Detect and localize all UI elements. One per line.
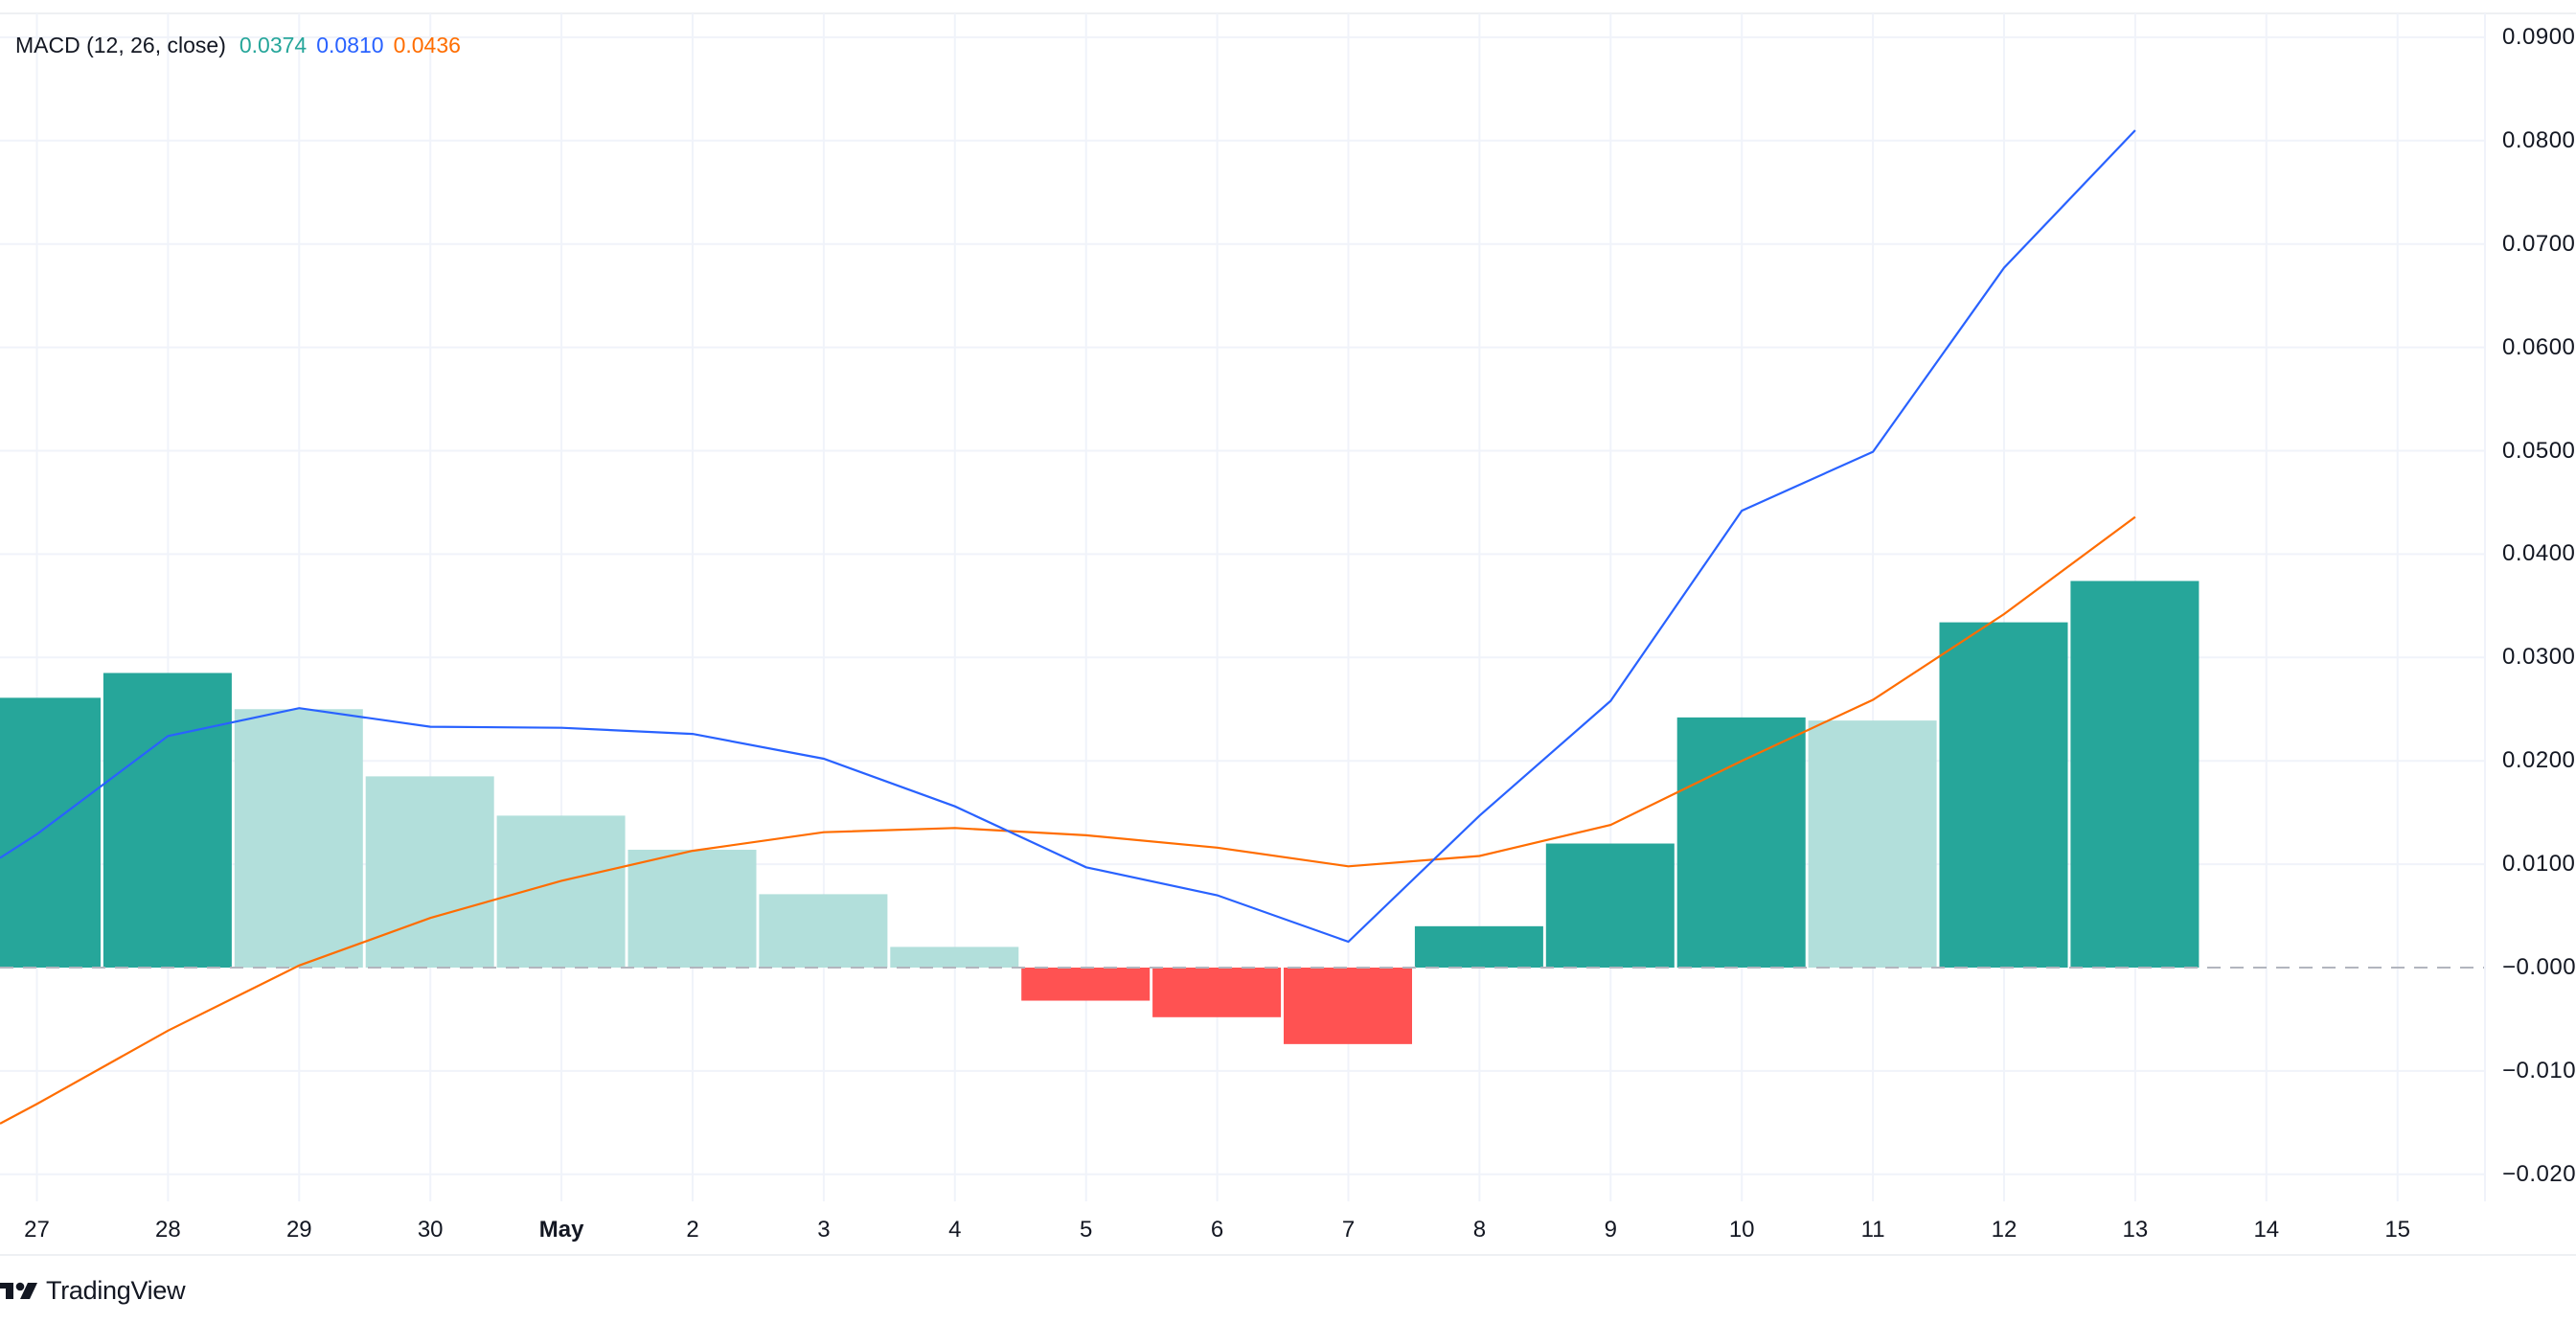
time-axis-label: 9 — [1604, 1217, 1617, 1243]
histogram-bar — [234, 709, 363, 968]
time-axis-label: 27 — [24, 1217, 50, 1243]
histogram-bar — [1676, 717, 1806, 968]
histogram-bar — [1152, 968, 1282, 1017]
price-axis-label: 0.0500 — [2502, 437, 2576, 464]
time-axis-label: 3 — [817, 1217, 831, 1243]
logo-text: TradingView — [46, 1275, 186, 1305]
histogram-bar — [365, 776, 494, 968]
histogram-bar — [2070, 581, 2200, 968]
time-axis-label: 6 — [1210, 1217, 1224, 1243]
histogram-bar — [627, 849, 757, 968]
histogram-bar — [496, 815, 626, 968]
histogram-bar — [0, 697, 101, 968]
signal-value: 0.0436 — [393, 33, 461, 57]
price-axis-label: 0.0100 — [2502, 851, 2576, 878]
tradingview-logo-icon — [0, 1282, 37, 1299]
time-axis-label: 15 — [2384, 1217, 2411, 1243]
time-axis-label: 10 — [1728, 1217, 1755, 1243]
price-axis-label: −0.0000 — [2502, 954, 2576, 980]
time-axis-label: 14 — [2253, 1217, 2280, 1243]
indicator-label[interactable]: MACD (12, 26, close) — [15, 33, 226, 57]
time-axis-label: 8 — [1472, 1217, 1487, 1243]
macd-value: 0.0810 — [316, 33, 384, 57]
time-axis-label: 5 — [1080, 1217, 1093, 1243]
tradingview-logo[interactable]: TradingView — [0, 1274, 186, 1307]
time-axis-label: 11 — [1860, 1217, 1885, 1243]
histogram-bar — [1021, 968, 1151, 1001]
time-axis-label: 2 — [686, 1217, 699, 1243]
time-axis-label: 29 — [285, 1217, 312, 1243]
price-axis-label: 0.0900 — [2502, 23, 2576, 50]
price-axis-label: 0.0300 — [2502, 644, 2576, 671]
vertical-gridlines — [35, 13, 2399, 1201]
price-axis-label: 0.0800 — [2502, 126, 2576, 153]
macd-histogram — [0, 581, 2200, 1044]
histogram-bar — [103, 673, 232, 968]
histogram-bar — [1939, 622, 2068, 968]
histogram-bar — [1414, 925, 1543, 968]
histogram-bar — [890, 947, 1019, 968]
histogram-bar — [1545, 843, 1675, 968]
price-axis-label: 0.0400 — [2502, 540, 2576, 567]
price-axis-label: 0.0600 — [2502, 333, 2576, 360]
indicator-legend[interactable]: MACD (12, 26, close) 0.0374 0.0810 0.0436 — [15, 29, 470, 61]
histogram-bar — [759, 894, 888, 968]
price-axis-label: −0.0100 — [2502, 1057, 2576, 1083]
price-axis-label: 0.0700 — [2502, 230, 2576, 257]
time-axis-label: 4 — [948, 1217, 962, 1243]
time-axis-label: 7 — [1341, 1217, 1356, 1243]
signal-line — [0, 515, 2136, 1125]
histogram-value: 0.0374 — [239, 33, 308, 57]
price-axis-label: 0.0200 — [2502, 747, 2576, 774]
time-axis-label: 30 — [417, 1217, 444, 1243]
time-axis-label: 12 — [1991, 1217, 2017, 1243]
horizontal-gridlines — [0, 35, 2484, 1175]
histogram-bar — [1808, 720, 1937, 968]
histogram-bar — [1284, 968, 1412, 1044]
time-axis-separator — [0, 1254, 2576, 1256]
time-axis-label: May — [538, 1217, 584, 1243]
macd-line — [0, 129, 2136, 944]
time-axis-label: 13 — [2122, 1217, 2149, 1243]
time-axis-label: 28 — [155, 1217, 181, 1243]
price-axis-label: −0.0200 — [2502, 1160, 2576, 1187]
